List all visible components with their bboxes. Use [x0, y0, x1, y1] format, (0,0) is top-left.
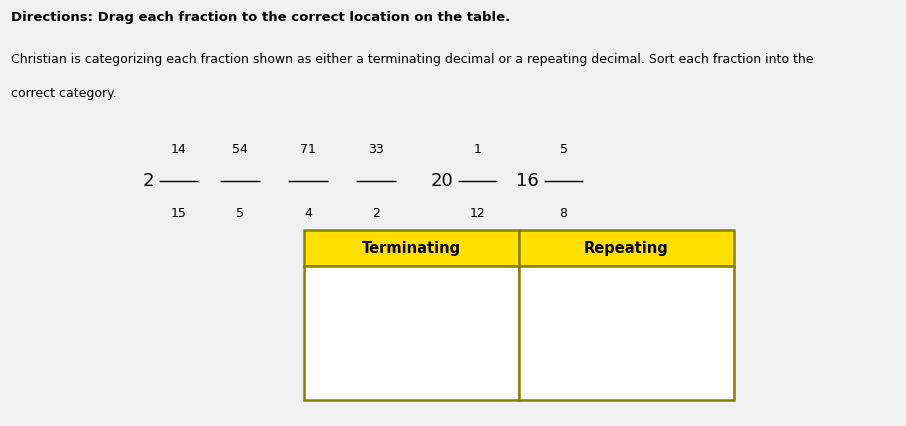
Text: 2: 2 [372, 207, 380, 219]
Text: 5: 5 [560, 143, 567, 155]
Bar [304, 230, 518, 266]
Text: 16: 16 [516, 172, 539, 190]
Text: 8: 8 [560, 207, 567, 219]
Text: 20: 20 [430, 172, 453, 190]
Text: 1: 1 [474, 143, 481, 155]
Text: Christian is categorizing each fraction shown as either a terminating decimal or: Christian is categorizing each fraction … [11, 53, 814, 66]
Bar [304, 266, 518, 400]
Text: 54: 54 [232, 143, 248, 155]
Text: 4: 4 [304, 207, 312, 219]
Bar [519, 266, 734, 400]
Text: 14: 14 [170, 143, 187, 155]
Text: Repeating: Repeating [583, 241, 669, 256]
Text: 2: 2 [142, 172, 154, 190]
Bar [519, 230, 734, 266]
Text: Directions: Drag each fraction to the correct location on the table.: Directions: Drag each fraction to the co… [11, 11, 510, 24]
Text: 5: 5 [236, 207, 244, 219]
Text: 12: 12 [469, 207, 486, 219]
Text: 33: 33 [368, 143, 384, 155]
Text: correct category.: correct category. [11, 87, 117, 101]
Text: Terminating: Terminating [361, 241, 460, 256]
Text: 71: 71 [300, 143, 316, 155]
Text: 15: 15 [170, 207, 187, 219]
